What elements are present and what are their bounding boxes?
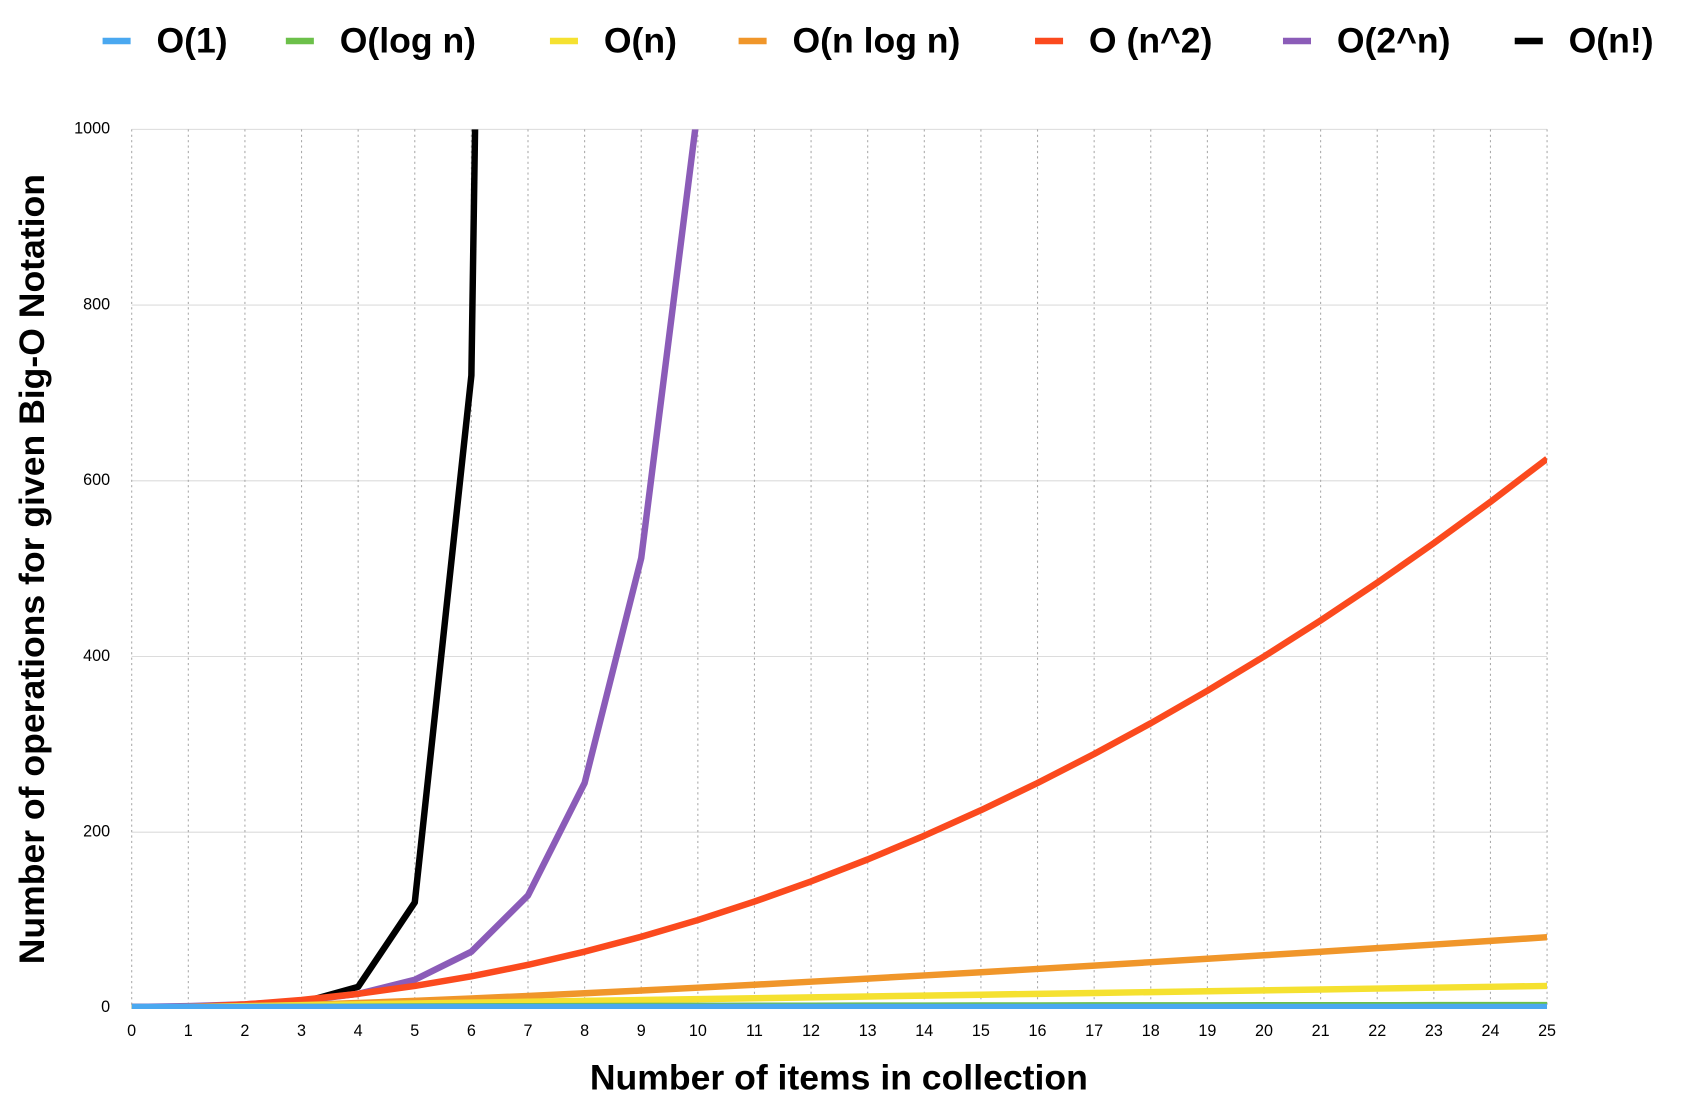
y-tick-label: 600 (83, 471, 110, 489)
x-tick-label: 12 (802, 1022, 820, 1040)
series-line (131, 456, 1548, 1009)
x-tick-label: 15 (972, 1022, 990, 1040)
x-tick-label: 20 (1255, 1022, 1273, 1040)
x-tick-label: 4 (354, 1022, 363, 1040)
x-tick-label: 23 (1425, 1022, 1443, 1040)
x-tick-label: 7 (523, 1022, 532, 1040)
x-tick-label: 18 (1142, 1022, 1160, 1040)
x-tick-label: 5 (410, 1022, 419, 1040)
x-tick-label: 24 (1481, 1022, 1499, 1040)
x-axis-label: Number of items in collection (590, 1058, 1088, 1098)
legend-label: O(2^n) (1337, 21, 1451, 61)
y-tick-label: 1000 (74, 120, 110, 138)
y-axis-label: Number of operations for given Big-O Not… (12, 174, 52, 964)
legend-label: O(log n) (340, 21, 476, 61)
grid (131, 128, 1548, 1009)
plot-area (131, 129, 1548, 1009)
x-tick-label: 3 (297, 1022, 306, 1040)
y-tick-label: 200 (83, 822, 110, 840)
legend-label: O(n) (604, 21, 677, 61)
x-tick-label: 22 (1368, 1022, 1386, 1040)
x-tick-label: 9 (637, 1022, 646, 1040)
x-tick-label: 10 (689, 1022, 707, 1040)
legend-label: O(n!) (1569, 21, 1654, 61)
x-tick-label: 11 (746, 1022, 763, 1040)
x-tick-label: 2 (240, 1022, 249, 1040)
legend-label: O(1) (156, 21, 227, 61)
series-line (131, 129, 479, 1009)
y-tick-label: 400 (83, 647, 110, 665)
legend-label: O (n^2) (1089, 21, 1213, 61)
x-tick-label: 0 (127, 1022, 136, 1040)
x-tick-label: 17 (1085, 1022, 1103, 1040)
x-tick-label: 14 (915, 1022, 933, 1040)
x-tick-label: 25 (1538, 1022, 1556, 1040)
x-tick-label: 6 (467, 1022, 476, 1040)
x-tick-label: 21 (1312, 1022, 1330, 1040)
x-tick-label: 13 (859, 1022, 877, 1040)
x-tick-label: 16 (1029, 1022, 1047, 1040)
x-tick-label: 8 (580, 1022, 589, 1040)
y-tick-label: 800 (83, 295, 110, 313)
y-tick-label: 0 (101, 998, 110, 1016)
x-tick-label: 1 (184, 1022, 193, 1040)
legend-label: O(n log n) (792, 21, 960, 61)
x-tick-label: 19 (1198, 1022, 1216, 1040)
